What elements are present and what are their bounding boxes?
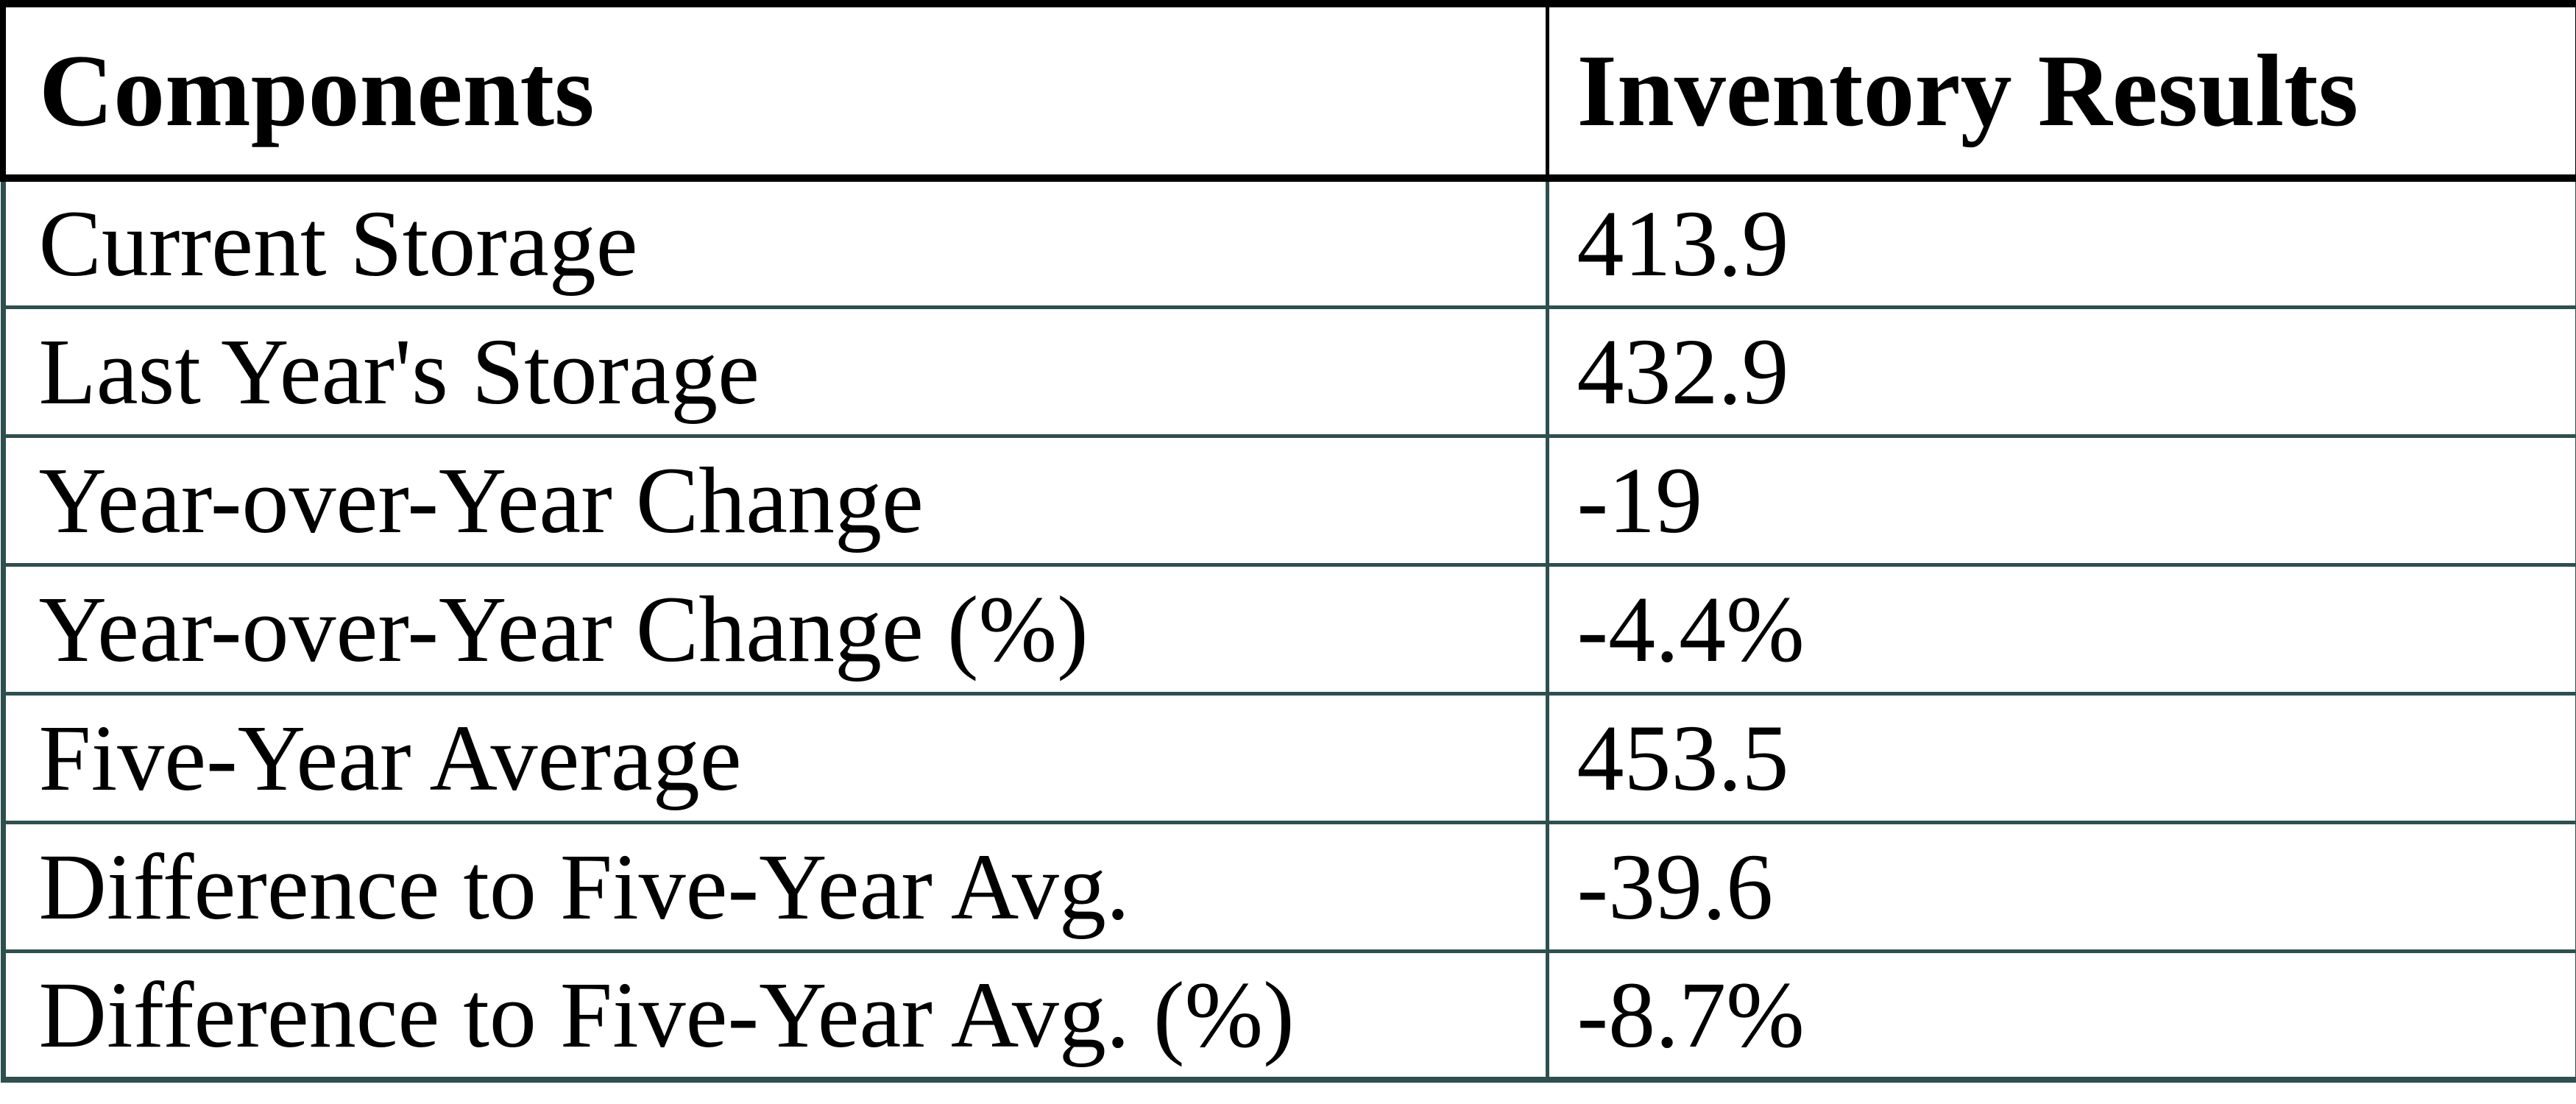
header-row: Components Inventory Results [0,0,2576,182]
table-row: Difference to Five-Year Avg. -39.6 [0,820,2576,953]
row-value-yoy-change-pct: -4.4% [1545,562,2576,696]
row-value-yoy-change: -19 [1545,434,2576,567]
row-label-current-storage: Current Storage [0,176,1549,309]
row-label-yoy-change-pct: Year-over-Year Change (%) [0,562,1549,696]
row-label-diff-five-year-avg-pct: Difference to Five-Year Avg. (%) [0,949,1549,1083]
column-header-components: Components [0,0,1549,182]
table-row: Five-Year Average 453.5 [0,691,2576,824]
column-header-inventory-results: Inventory Results [1545,0,2576,182]
table-row: Difference to Five-Year Avg. (%) -8.7% [0,949,2576,1083]
row-label-last-years-storage: Last Year's Storage [0,305,1549,438]
table-row: Last Year's Storage 432.9 [0,305,2576,438]
row-value-last-years-storage: 432.9 [1545,305,2576,438]
row-value-diff-five-year-avg: -39.6 [1545,820,2576,953]
row-value-five-year-average: 453.5 [1545,691,2576,824]
row-value-diff-five-year-avg-pct: -8.7% [1545,949,2576,1083]
row-value-current-storage: 413.9 [1545,176,2576,309]
row-label-yoy-change: Year-over-Year Change [0,434,1549,567]
row-label-five-year-average: Five-Year Average [0,691,1549,824]
table-row: Current Storage 413.9 [0,176,2576,309]
table-row: Year-over-Year Change -19 [0,434,2576,567]
table-row: Year-over-Year Change (%) -4.4% [0,562,2576,696]
row-label-diff-five-year-avg: Difference to Five-Year Avg. [0,820,1549,953]
